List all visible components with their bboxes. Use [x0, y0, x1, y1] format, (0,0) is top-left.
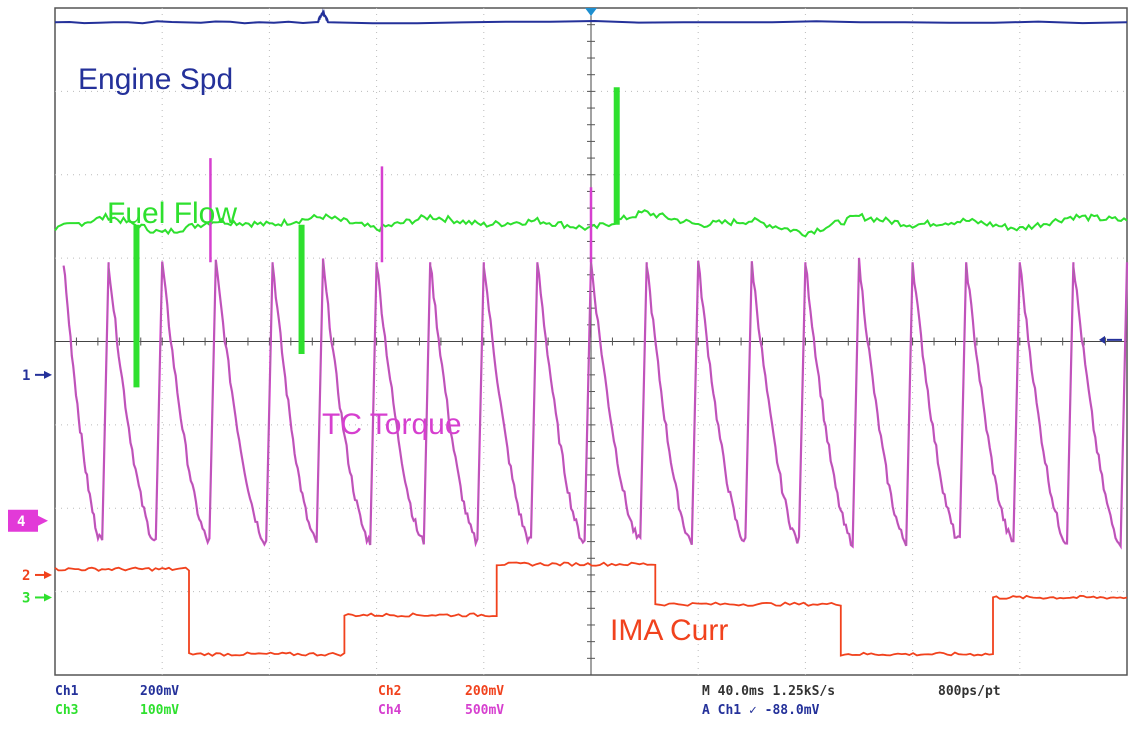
trace-ch1	[54, 8, 1128, 25]
channel-4-arrow	[38, 515, 48, 526]
trace-label-tc-torque: TC Torque	[322, 408, 462, 441]
channel-2-marker-label: 2	[22, 568, 30, 584]
plot-grid	[54, 7, 1128, 676]
status-ch1-scale: 200mV	[140, 684, 179, 699]
channel-1-arrow	[44, 370, 52, 379]
status-timebase: M 40.0ms 1.25kS/s	[702, 684, 835, 699]
status-record-length: 800ps/pt	[938, 684, 1001, 699]
trigger-position-marker	[585, 8, 597, 16]
channel-3-marker-label: 3	[22, 590, 30, 606]
reference-arrow-head	[1099, 335, 1105, 344]
trace-group	[54, 8, 1129, 657]
status-ch1-name: Ch1	[55, 684, 79, 699]
status-ch4-name: Ch4	[378, 703, 402, 718]
status-readout: Ch1 200mV Ch3 100mV Ch2 200mV Ch4 500mV …	[55, 684, 1001, 718]
trace-ch2	[54, 561, 1128, 657]
trace-label-ima-curr: IMA Curr	[610, 614, 728, 647]
trace-label-engine-spd: Engine Spd	[78, 63, 233, 96]
channel-2-arrow	[44, 570, 52, 579]
channel-markers: 1 2 3 4	[8, 335, 1122, 606]
status-ch3-scale: 100mV	[140, 703, 179, 718]
status-ch2-name: Ch2	[378, 684, 401, 699]
trace-label-fuel-flow: Fuel Flow	[107, 197, 237, 230]
channel-1-marker-label: 1	[22, 368, 30, 384]
status-ch2-scale: 200mV	[465, 684, 504, 699]
status-trigger: A Ch1 ✓ -88.0mV	[702, 703, 820, 718]
channel-3-arrow	[44, 593, 52, 602]
status-ch4-scale: 500mV	[465, 703, 504, 718]
channel-4-marker-label: 4	[17, 514, 25, 530]
status-ch3-name: Ch3	[55, 703, 78, 718]
channel-4-badge	[8, 509, 38, 532]
